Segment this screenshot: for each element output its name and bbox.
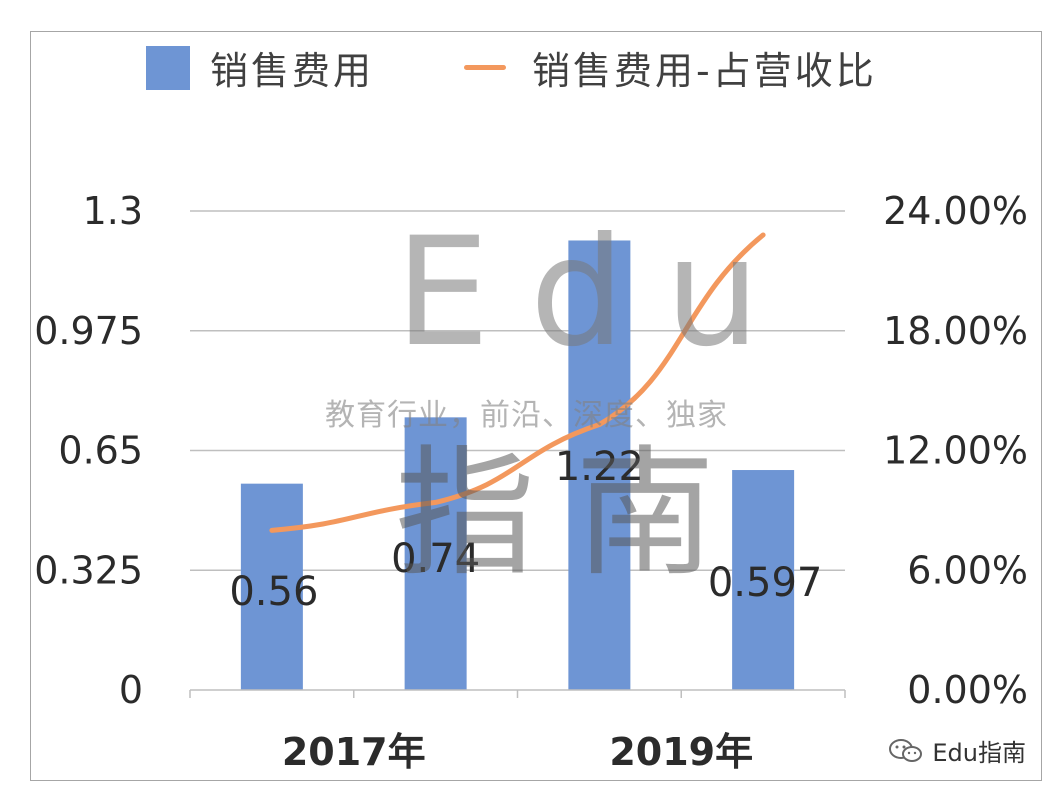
watermark-subtitle: 教育行业，前沿、深度、独家 [325,398,728,433]
legend-bar-swatch [146,45,190,90]
y-left-tick-label: 1.3 [83,189,143,233]
watermark-edu: Edu [395,206,801,380]
line-series-ratio [269,232,766,533]
chart-frame [30,31,1042,781]
x-tick-label: 2017年 [282,730,426,774]
legend-line-label: 销售费用-占营收比 [532,49,877,93]
bar-value-label: 1.22 [555,444,644,490]
wechat-icon [889,738,923,762]
bar [404,417,467,690]
y-right-tick-label: 0.00% [907,668,1028,712]
bar [568,240,631,690]
y-right-tick-label: 6.00% [907,548,1028,592]
legend-item-line: 销售费用-占营收比 [464,40,877,95]
bar [732,470,795,690]
bar-value-label: 0.597 [708,560,823,606]
legend-bar-label: 销售费用 [210,49,375,93]
watermark-cn: 指南 [395,433,756,596]
y-left-tick-label: 0.325 [34,548,143,592]
y-left-tick-label: 0.65 [58,429,143,473]
bar [240,483,303,690]
x-tick-label: 2019年 [609,730,753,774]
bar-value-label: 0.74 [391,536,480,582]
y-left-tick-label: 0 [119,668,143,712]
y-right-tick-label: 12.00% [883,429,1028,473]
y-right-tick-label: 18.00% [883,309,1028,353]
credit-text: Edu指南 [932,739,1026,767]
legend-item-bar: 销售费用 [146,40,374,95]
legend-line-swatch [464,65,506,70]
y-right-tick-label: 24.00% [883,189,1028,233]
bar-value-label: 0.56 [229,569,318,615]
y-left-tick-label: 0.975 [34,309,143,353]
credit: Edu指南 [888,733,1026,768]
